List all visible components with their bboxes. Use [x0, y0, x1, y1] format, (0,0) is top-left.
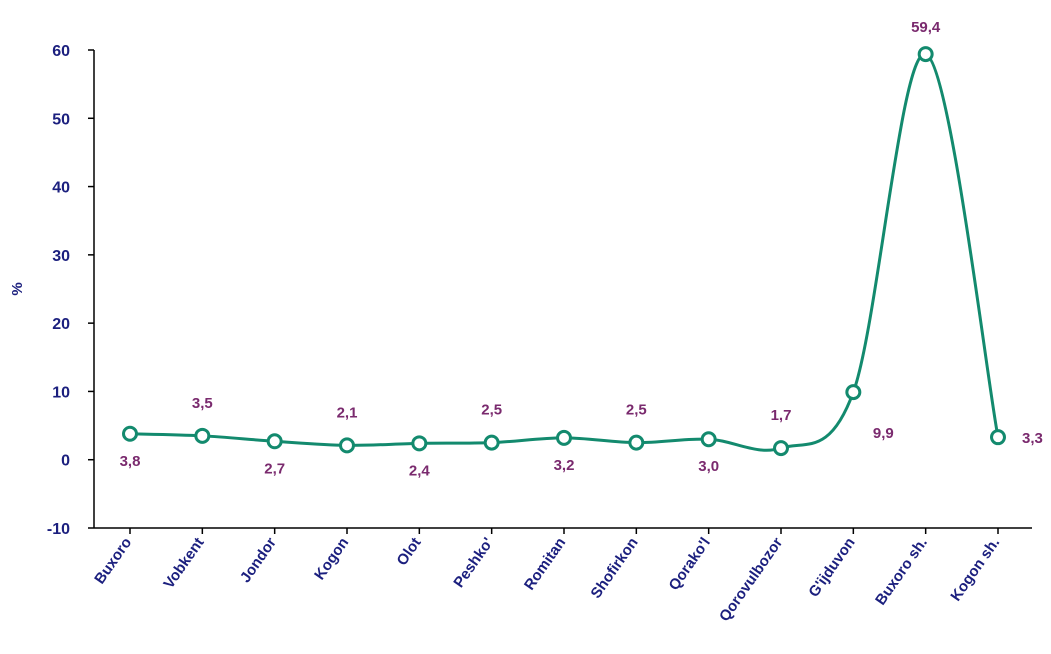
x-tick-label: Kogon — [311, 535, 352, 584]
x-tick-label: Qorovulbozor — [716, 534, 786, 624]
x-tick-label: Romitan — [521, 535, 569, 594]
data-label: 3,0 — [698, 458, 719, 475]
x-tick-label: Buxoro — [91, 535, 135, 588]
y-tick-label: 30 — [52, 248, 70, 265]
data-point — [556, 429, 572, 446]
x-axis: Buxoro Vobkent Jondor Kogon Olot Peshko' Romit… — [91, 527, 1032, 625]
data-point — [122, 425, 138, 442]
data-label: 2,4 — [409, 462, 431, 479]
x-tick-label: Olot — [393, 535, 424, 569]
x-tick-label: Buxoro sh. — [872, 535, 931, 609]
data-point — [194, 427, 211, 444]
data-point — [773, 440, 789, 457]
data-label: 3,2 — [554, 457, 575, 474]
y-tick-label: 40 — [52, 180, 70, 197]
data-label: 59,4 — [911, 19, 941, 36]
data-label: 9,9 — [873, 425, 894, 442]
x-tick-label: Qorako'l — [665, 535, 713, 594]
y-tick-label: 60 — [52, 43, 70, 60]
y-axis-label: % — [9, 282, 26, 295]
data-label: 3,8 — [120, 453, 141, 470]
x-tick-label: Jondor — [237, 534, 280, 586]
x-tick-label: G'ijduvon — [805, 535, 858, 601]
data-point — [917, 46, 934, 63]
data-label: 3,5 — [192, 395, 213, 412]
data-label: 2,7 — [264, 460, 285, 477]
data-points — [122, 46, 1006, 457]
data-point — [483, 434, 500, 451]
x-tick-label: Vobkent — [160, 535, 207, 592]
data-point — [628, 434, 645, 451]
data-labels: 3,8 3,5 2,7 2,1 2,4 2,5 3,2 2,5 3,0 1,7 9,9 59,4 3,3 — [120, 19, 1043, 479]
x-tick-label: Kogon sh. — [947, 535, 1003, 605]
y-tick-label: -10 — [47, 521, 70, 538]
data-point — [411, 435, 428, 452]
data-label: 2,5 — [481, 402, 502, 419]
series-line-group — [129, 52, 1000, 452]
x-tick-label: Shofirkon — [588, 535, 642, 602]
series-line — [129, 52, 1000, 452]
y-tick-label: 50 — [52, 111, 70, 128]
y-tick-label: 10 — [52, 384, 70, 401]
data-label: 1,7 — [771, 407, 792, 424]
data-label: 2,5 — [626, 402, 647, 419]
data-point — [266, 433, 283, 450]
data-point — [700, 431, 717, 448]
y-tick-label: 20 — [52, 316, 70, 333]
data-point — [990, 429, 1006, 446]
data-point — [339, 437, 355, 454]
x-tick-label: Peshko' — [450, 535, 497, 591]
y-tick-label: 0 — [61, 453, 70, 470]
data-label: 3,3 — [1022, 430, 1043, 447]
data-point — [845, 384, 862, 401]
data-label: 2,1 — [337, 404, 358, 421]
y-axis: -10 0 10 20 30 40 50 60 — [47, 43, 95, 538]
